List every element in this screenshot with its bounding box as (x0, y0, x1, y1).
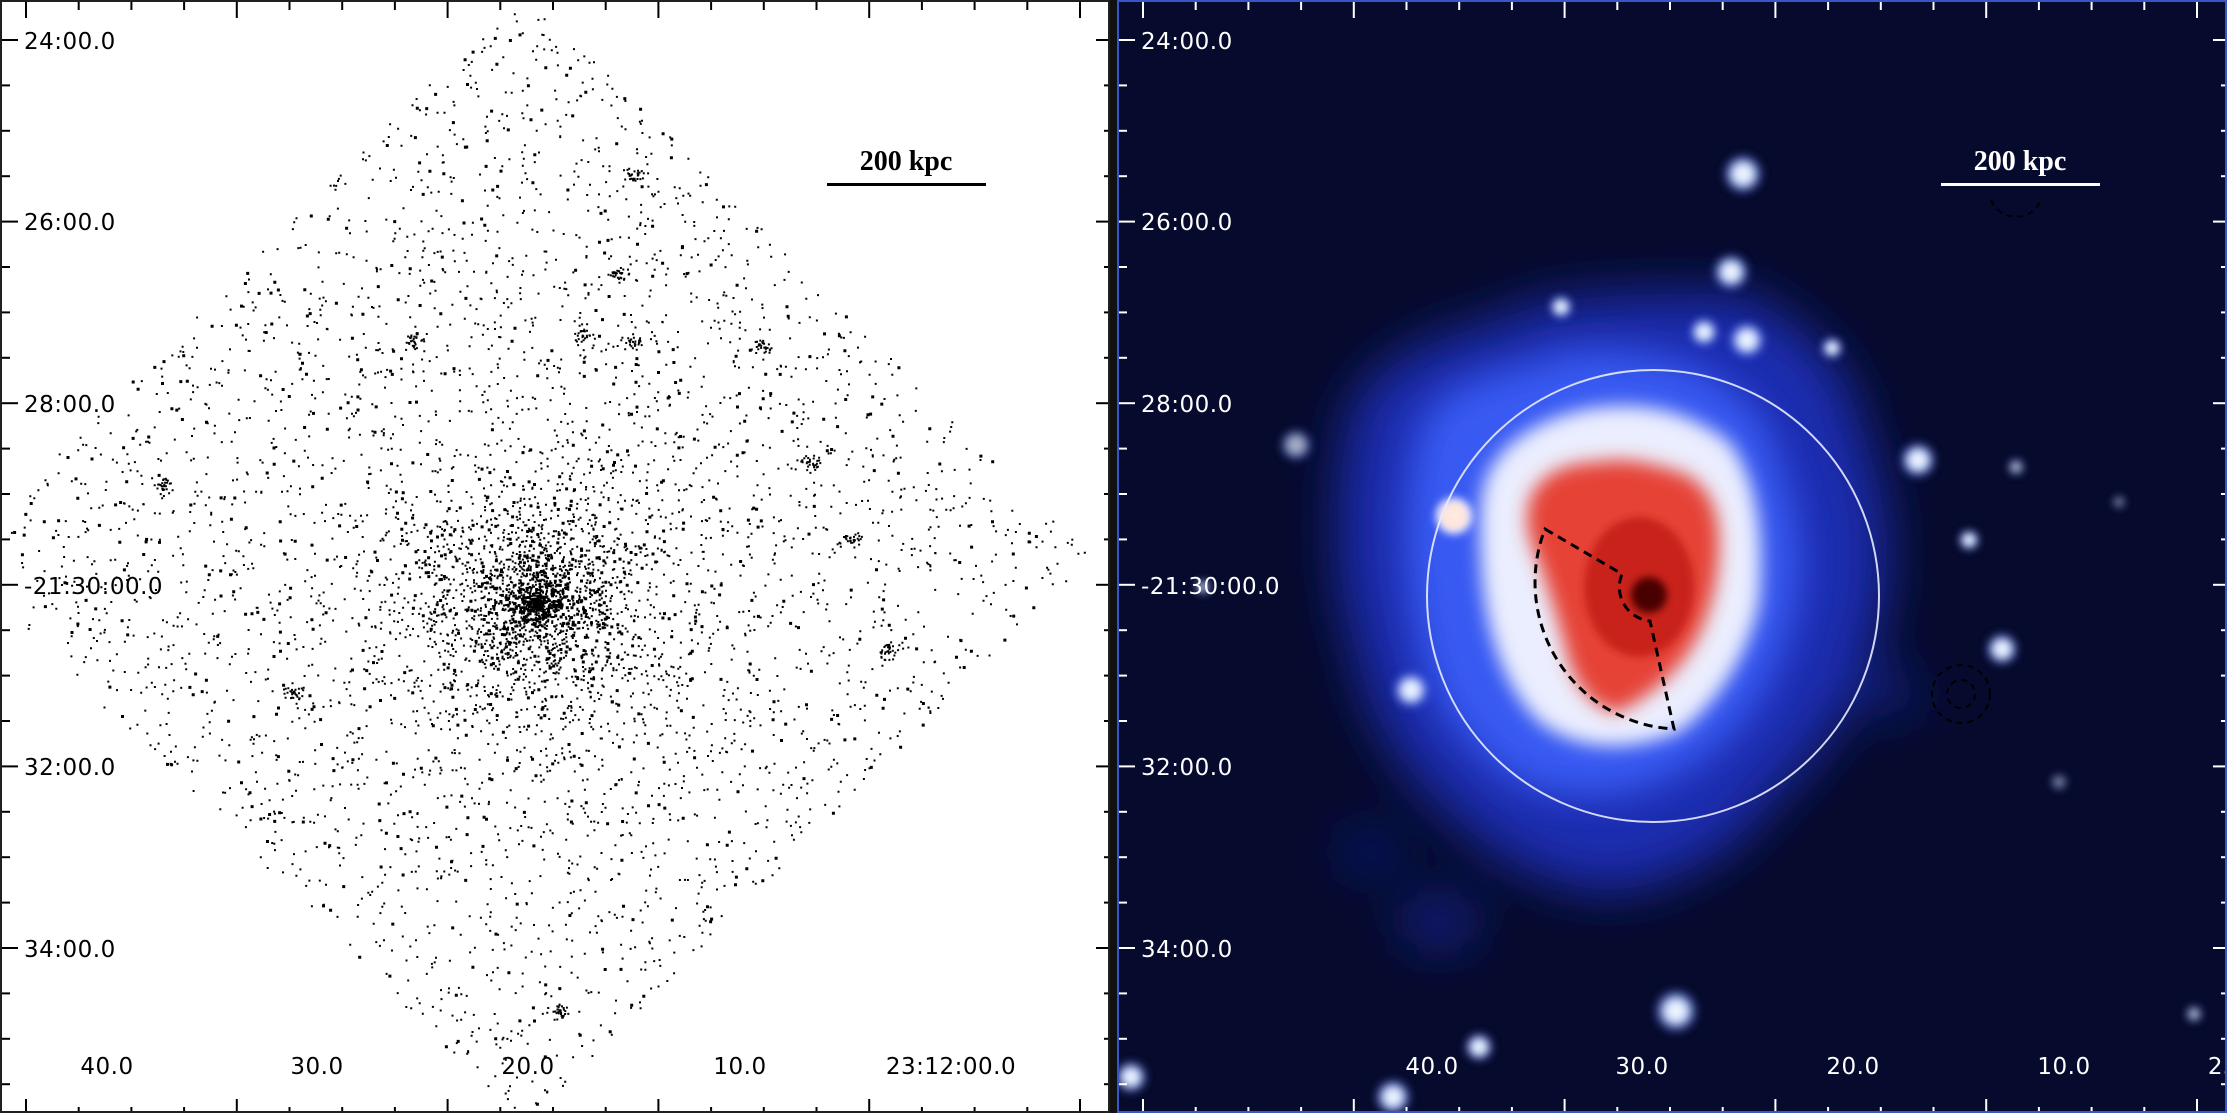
sector-region (1533, 526, 1676, 731)
ra-label-4: 10.0 (2037, 1054, 2091, 1080)
dec-label-5: 32:00.0 (24, 755, 116, 781)
dec-label-3: 28:00.0 (24, 392, 116, 418)
scale-bar-label: 200 kpc (859, 146, 953, 177)
raw-counts-panel: 24:00.0 26:00.0 28:00.0 -21:30:00.0 32:0… (0, 0, 1110, 1113)
photon-events (10, 13, 1086, 1109)
excluded-source-regions (1931, 199, 2042, 724)
ra-label-1: 40.0 (1405, 1054, 1459, 1080)
axis-ticks (1119, 2, 2225, 1111)
ra-label-2: 30.0 (290, 1054, 344, 1080)
ra-label-5: 23:12:00.0 (2207, 1054, 2225, 1080)
extraction-circle (1426, 369, 1880, 823)
scale-bar (1941, 183, 2100, 186)
ra-label-5: 23:12:00.0 (885, 1054, 1017, 1080)
scale-bar (827, 183, 986, 186)
dec-label-6: 34:00.0 (1141, 937, 1233, 963)
ra-label-2: 30.0 (1615, 1054, 1669, 1080)
ra-label-4: 10.0 (713, 1054, 767, 1080)
dec-label-6: 34:00.0 (24, 937, 116, 963)
dec-label-2: 26:00.0 (1141, 210, 1233, 236)
dec-label-1: 24:00.0 (1141, 29, 1233, 55)
dec-label-4: -21:30:00.0 (1141, 574, 1281, 600)
smoothed-emission-image (1119, 2, 2225, 1111)
bright-source-west (1432, 494, 1476, 538)
dec-label-2: 26:00.0 (24, 210, 116, 236)
ra-label-3: 20.0 (1826, 1054, 1880, 1080)
dec-label-1: 24:00.0 (24, 29, 116, 55)
ra-label-1: 40.0 (80, 1054, 134, 1080)
point-sources (1119, 152, 2204, 1111)
dec-label-3: 28:00.0 (1141, 392, 1233, 418)
dec-label-4: -21:30:00.0 (24, 574, 164, 600)
counts-image (2, 2, 1108, 1111)
core-peak (1631, 577, 1667, 613)
smoothed-image-panel: 24:00.0 26:00.0 28:00.0 -21:30:00.0 32:0… (1117, 0, 2227, 1113)
scale-bar-label: 200 kpc (1973, 146, 2067, 177)
dec-label-5: 32:00.0 (1141, 755, 1233, 781)
ra-label-3: 20.0 (501, 1054, 555, 1080)
panel-divider (1110, 0, 1117, 1113)
axis-ticks (2, 2, 1108, 1111)
